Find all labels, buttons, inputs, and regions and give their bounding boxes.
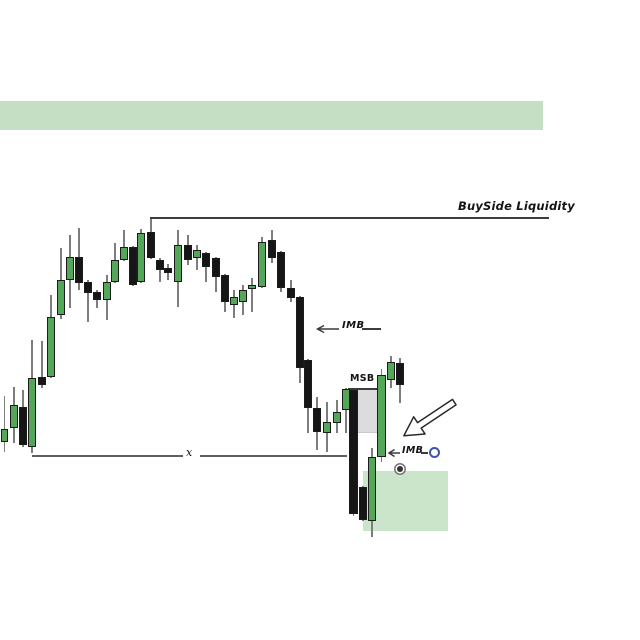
candle-up <box>137 233 145 282</box>
candle-up <box>368 457 376 521</box>
candle-down <box>164 268 172 273</box>
candle-down <box>304 360 312 408</box>
candle-up <box>66 257 74 280</box>
candle-up <box>230 297 238 305</box>
candle-down <box>287 288 295 298</box>
candle-down <box>93 292 101 300</box>
candle-up <box>387 362 395 380</box>
buyside-liquidity-line <box>150 217 549 219</box>
candle-up <box>10 405 18 428</box>
candle-down <box>184 245 192 260</box>
x-liquidity-line-left <box>32 455 183 457</box>
top-green-band <box>0 101 543 130</box>
candle-up <box>1 429 8 442</box>
candle-wick <box>123 230 125 261</box>
candle-down <box>212 258 220 277</box>
demand-zone-box <box>363 471 448 531</box>
msb-level-line <box>348 388 382 390</box>
circle-marker-icon <box>429 447 440 458</box>
candle-wick <box>205 252 207 282</box>
dot-marker-icon <box>397 466 403 472</box>
candle-up <box>174 245 182 282</box>
candle-down <box>221 275 229 302</box>
candle-wick <box>87 280 89 322</box>
candle-down <box>84 282 92 293</box>
buyside-liquidity-label: BuySide Liquidity <box>458 199 575 213</box>
candle-wick <box>345 388 347 433</box>
imb-mid-left-arrow-icon <box>315 324 340 334</box>
imb-mid-dash-icon <box>362 328 381 330</box>
down-left-block-arrow-icon <box>402 397 458 439</box>
candle-down <box>349 390 358 514</box>
candle-down <box>296 297 304 368</box>
candle-up <box>28 378 36 447</box>
candle-up <box>111 260 119 282</box>
candle-wick <box>3 396 6 452</box>
candle-up <box>193 250 201 258</box>
imb-low-dash-icon <box>421 452 428 454</box>
candle-down <box>359 487 367 520</box>
candle-down <box>396 363 404 385</box>
candle-wick <box>251 278 253 312</box>
candle-up <box>248 285 256 289</box>
candle-up <box>47 317 55 377</box>
candle-wick <box>159 258 161 282</box>
x-label: x <box>186 446 193 459</box>
msb-label: MSB <box>350 373 375 384</box>
candle-down <box>156 260 164 270</box>
imb-mid-label: IMB <box>342 320 365 331</box>
candle-up <box>377 375 386 457</box>
candle-up <box>57 280 65 315</box>
imb-low-left-arrow-icon <box>387 448 400 458</box>
candle-down <box>38 377 46 385</box>
candle-wick <box>41 341 43 388</box>
candle-down <box>147 232 155 258</box>
candle-down <box>202 253 210 267</box>
candle-down <box>277 252 285 288</box>
imb-low-label: IMB <box>402 445 424 456</box>
x-liquidity-line-right <box>200 455 347 457</box>
candle-up <box>103 282 111 300</box>
candle-down <box>313 408 321 432</box>
candle-up <box>258 242 266 287</box>
candle-up <box>120 247 128 260</box>
candle-down <box>19 407 27 445</box>
candle-down <box>75 257 83 283</box>
candle-up <box>323 422 331 433</box>
candle-down <box>129 247 137 285</box>
candle-up <box>333 412 341 423</box>
candle-up <box>239 290 247 302</box>
candle-down <box>268 240 276 258</box>
